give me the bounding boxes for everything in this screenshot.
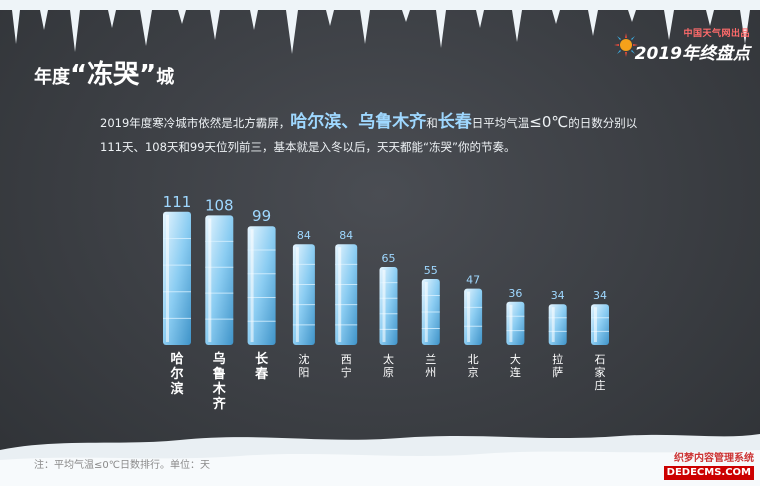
bar: [548, 304, 567, 345]
value-label: 84: [297, 229, 311, 242]
category-label: 哈尔滨: [170, 351, 183, 397]
category-label: 沈阳: [298, 352, 309, 379]
bar: [205, 215, 234, 345]
intro-symbol: ≤0℃: [529, 113, 569, 131]
watermark-line-1: 织梦内容管理系统: [674, 453, 754, 464]
bar-group: 34 石家庄: [591, 289, 609, 392]
bar: [247, 226, 276, 345]
bar-highlight: [250, 229, 254, 342]
bar-highlight: [338, 247, 342, 342]
bar-group: 34 拉萨: [548, 289, 567, 379]
value-label: 84: [339, 229, 353, 242]
icicles-decoration: [0, 0, 760, 54]
intro-city-2: 乌鲁木齐: [358, 112, 427, 132]
category-label: 太原: [383, 353, 394, 379]
category-label: 兰州: [425, 353, 436, 379]
bar: [506, 301, 525, 345]
bar-highlight: [467, 291, 471, 342]
ice-cube-bar-chart: 111 哈尔滨 108 乌鲁木齐 99 长春 84 沈阳 84 西宁 65 太原 55 兰州 47 北京 36 大…: [163, 193, 609, 412]
bar-group: 84 西宁: [335, 229, 358, 379]
bar-group: 47 北京: [464, 274, 483, 379]
bar-highlight: [594, 307, 597, 342]
bar-group: 36 大连: [506, 287, 525, 379]
category-label: 大连: [510, 352, 521, 379]
intro-city-3: 长春: [437, 112, 472, 132]
title-suffix: 城: [156, 67, 175, 88]
title-prefix: 年度: [34, 67, 70, 88]
title-emphasis: “冻哭”: [70, 60, 157, 90]
watermark-line-2: DEDECMS.COM: [663, 466, 754, 480]
bar-group: 65 太原: [379, 252, 398, 379]
bar-highlight: [208, 218, 212, 342]
value-label: 99: [252, 207, 271, 225]
bar-highlight: [382, 270, 386, 342]
bar-highlight: [509, 304, 513, 342]
category-label: 拉萨: [552, 352, 563, 379]
bar-group: 108 乌鲁木齐: [205, 196, 234, 412]
bar-highlight: [424, 282, 428, 342]
category-label: 长春: [254, 351, 269, 382]
bar-group: 99 长春: [247, 207, 276, 382]
value-label: 111: [163, 193, 192, 211]
sun-icon: [613, 33, 638, 57]
bar-highlight: [295, 247, 299, 342]
snow-bank-decoration: [0, 434, 760, 486]
bar-highlight: [551, 307, 555, 342]
bar: [379, 267, 398, 345]
bar: [163, 211, 191, 345]
bar: [464, 288, 483, 345]
footnote: 注：平均气温≤0℃日数排行。单位：天: [34, 460, 210, 471]
intro-city-1: 哈尔滨: [290, 112, 342, 132]
page-title: 年度“冻哭”城: [34, 54, 174, 91]
category-label: 石家庄: [595, 353, 606, 392]
intro-part-1: 2019年度寒冷城市依然是北方霸屏，: [100, 116, 291, 130]
value-label: 55: [424, 264, 438, 277]
intro-part-2: 和: [426, 116, 438, 130]
brand-subtitle: 中国天气网出品: [683, 29, 750, 39]
value-label: 108: [205, 196, 234, 214]
bar-group: 84 沈阳: [292, 229, 315, 379]
bar-group: 111 哈尔滨: [163, 193, 192, 397]
bar-highlight: [166, 214, 169, 342]
site-watermark: 织梦内容管理系统 DEDECMS.COM: [663, 452, 754, 480]
intro-text: 2019年度寒冷城市依然是北方霸屏，哈尔滨、乌鲁木齐和长春日平均气温≤0℃的日数…: [100, 110, 720, 159]
bar-group: 55 兰州: [421, 264, 440, 379]
value-label: 34: [593, 289, 607, 302]
value-label: 36: [508, 287, 522, 300]
value-label: 65: [382, 252, 396, 265]
category-label: 西宁: [341, 353, 352, 379]
intro-line-2: 111天、108天和99天位列前三，基本就是入冬以后，天天都能“冻哭”你的节奏。: [100, 140, 516, 154]
category-label: 北京: [468, 353, 479, 379]
intro-part-3: 日平均气温: [471, 116, 530, 130]
brand-title: 2019年终盘点: [634, 44, 750, 64]
category-label: 乌鲁木齐: [212, 351, 227, 412]
value-label: 34: [551, 289, 565, 302]
value-label: 47: [466, 274, 480, 287]
intro-sep: 、: [341, 112, 359, 132]
bar: [591, 304, 609, 345]
brand-logo: 中国天气网出品 2019年终盘点: [613, 26, 750, 64]
intro-part-4: 的日数分别以: [568, 116, 638, 130]
